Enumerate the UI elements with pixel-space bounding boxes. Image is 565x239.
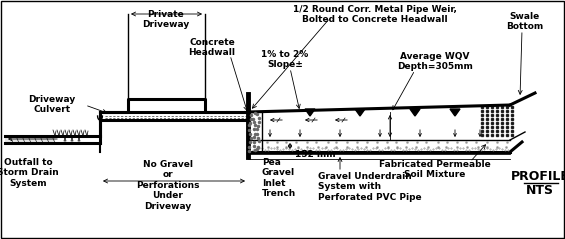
Text: Outfall to
Storm Drain
System: Outfall to Storm Drain System [0, 158, 59, 188]
Text: NTS: NTS [526, 184, 554, 197]
Text: 1% to 2%
Slope±: 1% to 2% Slope± [262, 50, 308, 69]
Text: Fabricated Permeable
Soil Mixture: Fabricated Permeable Soil Mixture [379, 160, 491, 179]
Text: 1/2 Round Corr. Metal Pipe Weir,
Bolted to Concrete Headwall: 1/2 Round Corr. Metal Pipe Weir, Bolted … [293, 5, 457, 24]
Text: No Gravel
or
Perforations
Under
Driveway: No Gravel or Perforations Under Driveway [136, 160, 200, 211]
Text: Private
Driveway: Private Driveway [142, 10, 190, 29]
Text: 152 mm: 152 mm [295, 150, 336, 159]
Text: Concrete
Headwall: Concrete Headwall [189, 38, 236, 57]
Polygon shape [355, 109, 365, 116]
Text: Pea
Gravel
Inlet
Trench: Pea Gravel Inlet Trench [262, 158, 296, 198]
Text: Driveway
Culvert: Driveway Culvert [28, 95, 76, 114]
Polygon shape [410, 109, 420, 116]
Text: PROFILE: PROFILE [511, 170, 565, 183]
Text: Gravel Underdrain
System with
Perforated PVC Pipe: Gravel Underdrain System with Perforated… [318, 172, 421, 202]
Text: Average WQV
Depth=305mm: Average WQV Depth=305mm [397, 52, 473, 71]
Polygon shape [450, 109, 460, 116]
Text: Swale
Bottom: Swale Bottom [506, 12, 544, 31]
Polygon shape [305, 109, 315, 116]
